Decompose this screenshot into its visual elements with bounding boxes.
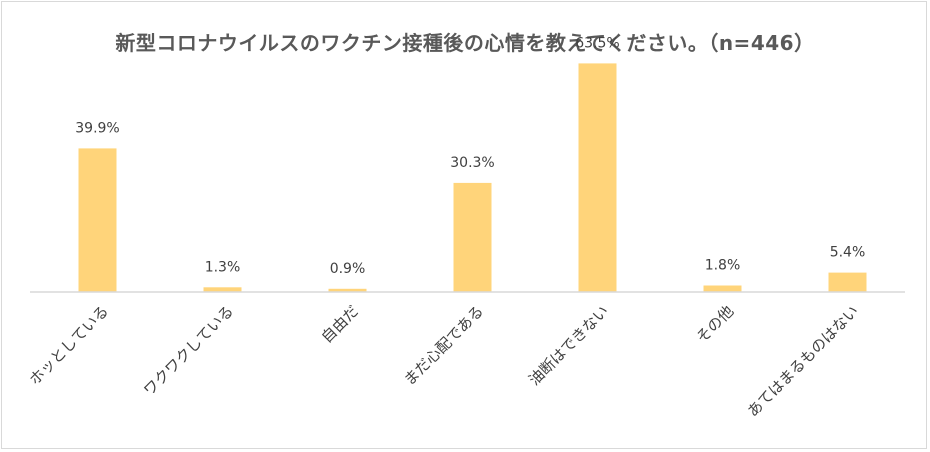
bar-2 xyxy=(203,287,242,292)
data-label-5: 63.5% xyxy=(575,35,619,51)
bar-7 xyxy=(828,272,867,292)
category-label-4: まだ心配である xyxy=(400,302,487,389)
data-label-4: 30.3% xyxy=(450,155,494,171)
bar-3 xyxy=(328,288,367,292)
category-label-1: ホッとしている xyxy=(26,302,113,389)
category-label-7: あてはまるものはない xyxy=(744,302,862,420)
bar-1 xyxy=(78,148,117,292)
bar-4 xyxy=(453,182,492,292)
category-label-3: 自由だ xyxy=(318,302,363,347)
data-label-7: 5.4% xyxy=(830,245,866,261)
data-label-2: 1.3% xyxy=(205,259,241,275)
data-label-6: 1.8% xyxy=(705,258,741,274)
category-label-5: 油断はできない xyxy=(525,302,612,389)
bar-6 xyxy=(703,285,742,292)
data-label-1: 39.9% xyxy=(75,120,119,136)
chart-title: 新型コロナウイルスのワクチン接種後の心情を教えてください。（n=446） xyxy=(115,31,815,55)
category-label-2: ワクワクしている xyxy=(140,302,237,399)
data-label-3: 0.9% xyxy=(330,261,366,277)
category-label-6: その他 xyxy=(693,302,738,347)
bar-5 xyxy=(578,63,617,293)
